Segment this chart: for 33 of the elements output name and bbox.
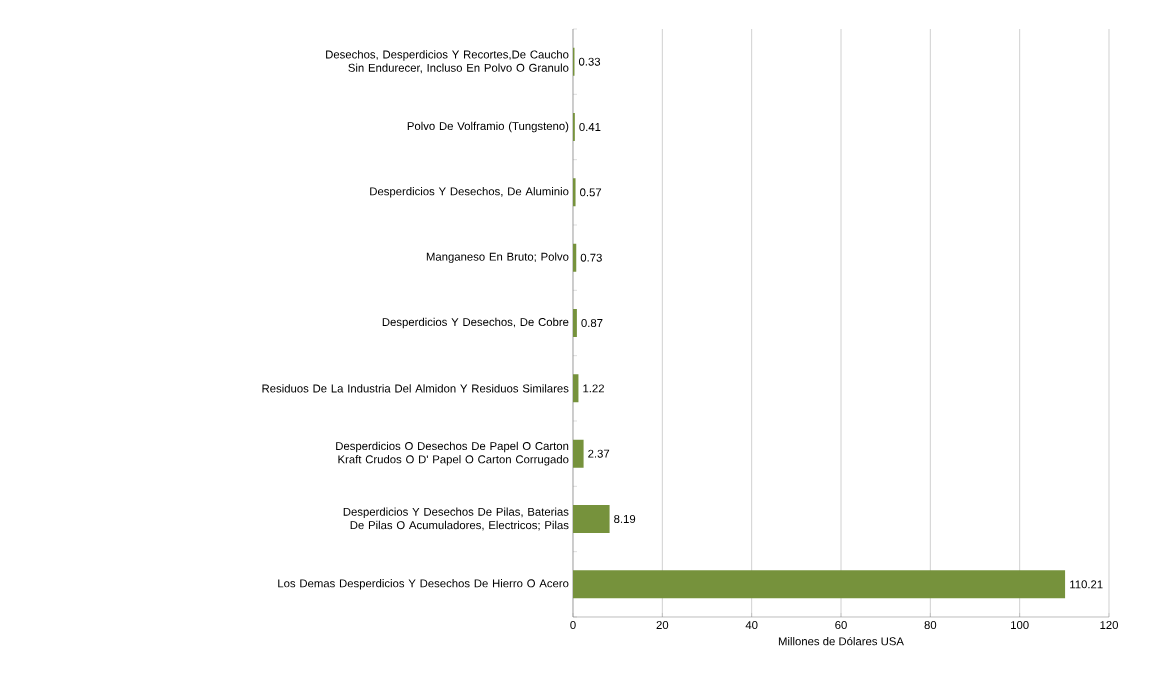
bar xyxy=(573,178,576,207)
data-label: 1.22 xyxy=(583,384,604,393)
x-tick-label: 40 xyxy=(745,621,758,630)
y-tick-label: Desperdicios O Desechos De Papel O Carton Kraft Crudos O D' Papel O Carton Corrugado xyxy=(336,441,569,466)
x-tick-label: 20 xyxy=(656,621,669,630)
y-tick-label: Residuos De La Industria Del Almidon Y Residuos Similares xyxy=(262,384,569,393)
x-axis-title: Millones de Dólares USA xyxy=(778,636,904,646)
bar xyxy=(573,243,577,272)
y-tick-label: Los Demas Desperdicios Y Desechos De Hierro O Acero xyxy=(278,579,569,590)
data-label: 0.33 xyxy=(578,57,601,66)
data-label: 110.21 xyxy=(1070,580,1103,589)
y-tick-label: Desechos, Desperdicios Y Recortes,De Caucho Sin Endurecer, Incluso En Polvo O Granulo xyxy=(326,50,569,74)
y-tick-label: Manganeso En Bruto; Polvo xyxy=(426,252,569,263)
bar xyxy=(573,504,610,533)
data-label: 2.37 xyxy=(588,449,610,458)
data-label: 0.87 xyxy=(581,319,603,328)
x-tick-label: 120 xyxy=(1100,621,1118,630)
bar xyxy=(573,570,1066,599)
y-tick-label: Desperdicios Y Desechos De Pilas, Baterias De Pilas O Acumuladores, Electricos; Pilas xyxy=(343,507,569,531)
y-tick-label: Desperdicios Y Desechos, De Aluminio xyxy=(370,187,569,198)
data-label: 0.73 xyxy=(580,253,602,262)
x-tick-label: 100 xyxy=(1011,621,1029,630)
bar xyxy=(573,439,584,468)
x-tick-label: 0 xyxy=(570,621,576,630)
y-tick-label: Desperdicios Y Desechos, De Cobre xyxy=(382,317,569,329)
x-tick-label: 60 xyxy=(835,621,847,630)
data-label: 8.19 xyxy=(614,514,636,523)
data-label: 0.57 xyxy=(580,188,602,197)
y-tick-label: Polvo De Volframio (Tungsteno) xyxy=(407,121,569,133)
bar xyxy=(573,374,579,403)
data-label: 0.41 xyxy=(579,123,601,132)
x-tick-label: 80 xyxy=(924,621,937,630)
bar xyxy=(573,309,577,337)
